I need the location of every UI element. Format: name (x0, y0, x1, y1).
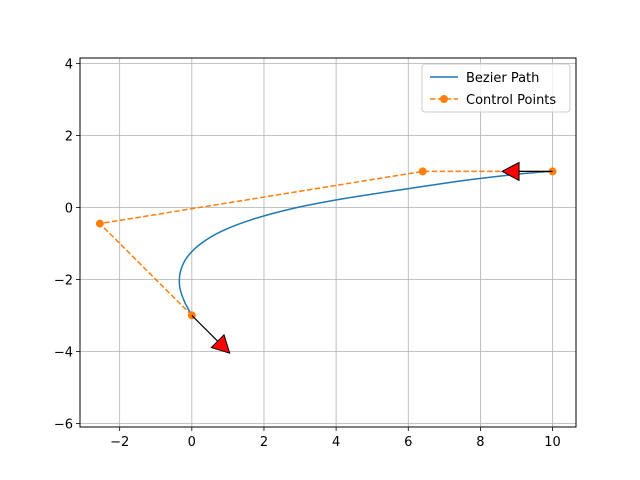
y-tick-label: −4 (54, 345, 73, 360)
x-tick-label: 10 (544, 435, 561, 450)
grid-lines (80, 58, 576, 427)
control-point-marker (95, 219, 104, 228)
y-tick-label: 4 (65, 57, 73, 72)
legend-label: Bezier Path (466, 71, 539, 86)
arrow-head (210, 333, 231, 354)
x-tick-label: −2 (110, 435, 129, 450)
x-tick-label: 4 (332, 435, 340, 450)
axis-ticks: −2 0 2 4 6 8 10 −6 −4 −2 0 2 4 (54, 57, 561, 450)
legend-marker (440, 95, 448, 103)
direction-arrows (191, 161, 553, 354)
x-tick-label: 0 (188, 435, 196, 450)
control-point-marker (418, 167, 427, 176)
y-tick-label: 2 (65, 129, 73, 144)
legend-box (421, 63, 571, 113)
arrow-shaft (191, 314, 219, 342)
legend-label: Control Points (466, 93, 556, 108)
x-tick-label: 2 (260, 435, 268, 450)
legend: Bezier Path Control Points (421, 63, 571, 113)
bezier-path-line (178, 170, 553, 316)
x-tick-label: 6 (404, 435, 412, 450)
arrow-head (500, 161, 520, 182)
x-tick-label: 8 (476, 435, 484, 450)
y-tick-label: −6 (54, 417, 73, 432)
y-tick-label: 0 (65, 201, 73, 216)
axes-frame (79, 57, 577, 428)
y-tick-label: −2 (54, 273, 73, 288)
